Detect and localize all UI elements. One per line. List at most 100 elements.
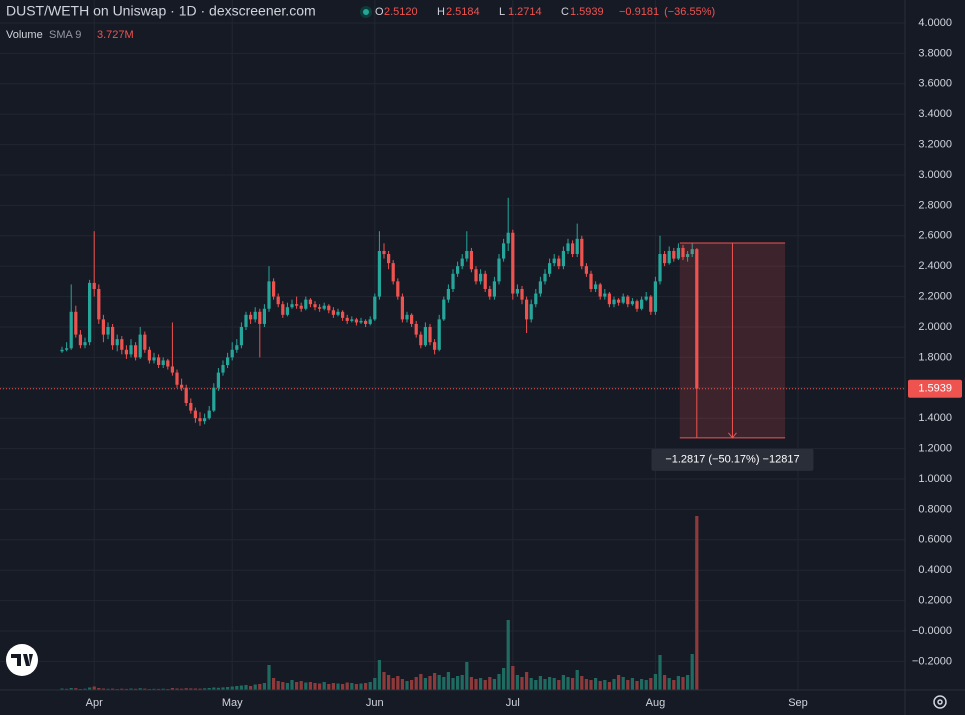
measure-label: −1.2817 (−50.17%) −12817 [665, 454, 799, 466]
volume-bar [580, 676, 584, 690]
volume-bar [644, 680, 648, 690]
candle-body [635, 301, 639, 309]
volume-bar [92, 686, 96, 690]
candle-body [607, 293, 612, 305]
status-dot [363, 9, 369, 15]
candle-body [290, 304, 294, 308]
volume-bar [442, 677, 446, 690]
volume-bar [221, 687, 225, 690]
candle-body [695, 249, 699, 389]
candle-body [497, 258, 501, 282]
x-tick-label: Sep [788, 697, 808, 709]
volume-bar [538, 676, 543, 690]
candle-body [584, 266, 589, 274]
x-tick-label: Apr [86, 697, 103, 709]
volume-bar [212, 687, 216, 690]
candle-body [179, 384, 184, 388]
volume-bar [327, 684, 331, 690]
candle-body [667, 250, 671, 264]
candle-body [414, 323, 418, 335]
volume-bar [478, 678, 483, 690]
volume-pane [60, 516, 699, 690]
ohlc-key: C [561, 6, 569, 18]
volume-bar [635, 681, 639, 690]
settings-icon[interactable] [933, 695, 947, 709]
candle-body [409, 314, 414, 324]
volume-bar [437, 675, 441, 690]
volume-bar [575, 670, 579, 690]
volume-bar [414, 677, 418, 690]
candle-body [685, 254, 690, 258]
ohlc-value: 1.2714 [508, 6, 542, 18]
measure-arrowhead [728, 432, 737, 439]
volume-bar [267, 665, 271, 690]
volume-bar [170, 688, 175, 690]
volume-bar [294, 682, 299, 690]
y-tick-label: 2.4000 [918, 260, 952, 272]
volume-bar [133, 688, 138, 690]
candle-body [152, 357, 156, 361]
volume-bar [69, 688, 73, 690]
candle-body [386, 254, 391, 264]
overlay: −1.2817 (−50.17%) −12817 [0, 242, 905, 471]
candle-body [198, 418, 202, 422]
volume-bar [598, 681, 602, 690]
volume-bar [612, 679, 616, 690]
candle-body [359, 320, 363, 323]
candle-body [175, 372, 179, 385]
volume-bar [193, 688, 198, 690]
grid [0, 0, 905, 690]
candle-body [212, 387, 216, 411]
candle-body [391, 263, 395, 282]
volume-bar [124, 688, 129, 690]
candle-body [396, 281, 400, 297]
candle-body [538, 281, 543, 294]
volume-bar [474, 679, 478, 690]
volume-bar [345, 682, 349, 690]
candle-body [110, 326, 115, 346]
candle-body [639, 299, 644, 309]
volume-bar [368, 682, 372, 690]
ohlc-value: 1.5939 [570, 6, 604, 18]
volume-bar [451, 678, 455, 690]
volume-bar [322, 682, 326, 690]
candle-body [129, 345, 133, 355]
candle-body [368, 319, 372, 324]
candle-body [115, 339, 119, 346]
volume-bar [695, 516, 699, 690]
volume-bar [593, 678, 598, 690]
candle-body [124, 349, 129, 355]
volume-bar [557, 680, 561, 690]
ohlc-value: 2.5184 [446, 6, 480, 18]
volume-bar [248, 686, 253, 690]
volume-bar [432, 673, 437, 690]
candle-body [345, 317, 349, 321]
y-tick-label: 4.0000 [918, 17, 952, 29]
candle-body [616, 299, 621, 303]
volume-bar [244, 685, 248, 690]
volume-bar [409, 680, 414, 690]
y-tick-label: 2.0000 [918, 321, 952, 333]
volume-bar [313, 683, 317, 690]
volume-bar [423, 678, 428, 690]
volume-bar [543, 679, 547, 690]
candle-body [258, 311, 262, 324]
x-tick-label: May [222, 697, 243, 709]
volume-bar [184, 688, 188, 690]
candle-body [451, 273, 455, 289]
volume-bar [561, 675, 566, 690]
volume-bar [216, 687, 221, 690]
volume-bar [501, 668, 506, 690]
candle-body [313, 304, 317, 308]
candle-body [97, 288, 101, 320]
volume-bar [202, 688, 207, 690]
candle-body [120, 339, 124, 350]
gear-outer[interactable] [933, 695, 947, 709]
volume-bar [621, 677, 625, 690]
volume-bar [354, 684, 359, 690]
y-tick-label: 1.0000 [918, 473, 952, 485]
gear-inner[interactable] [937, 699, 943, 705]
y-tick-label: 3.8000 [918, 47, 952, 59]
candle-body [78, 334, 83, 346]
